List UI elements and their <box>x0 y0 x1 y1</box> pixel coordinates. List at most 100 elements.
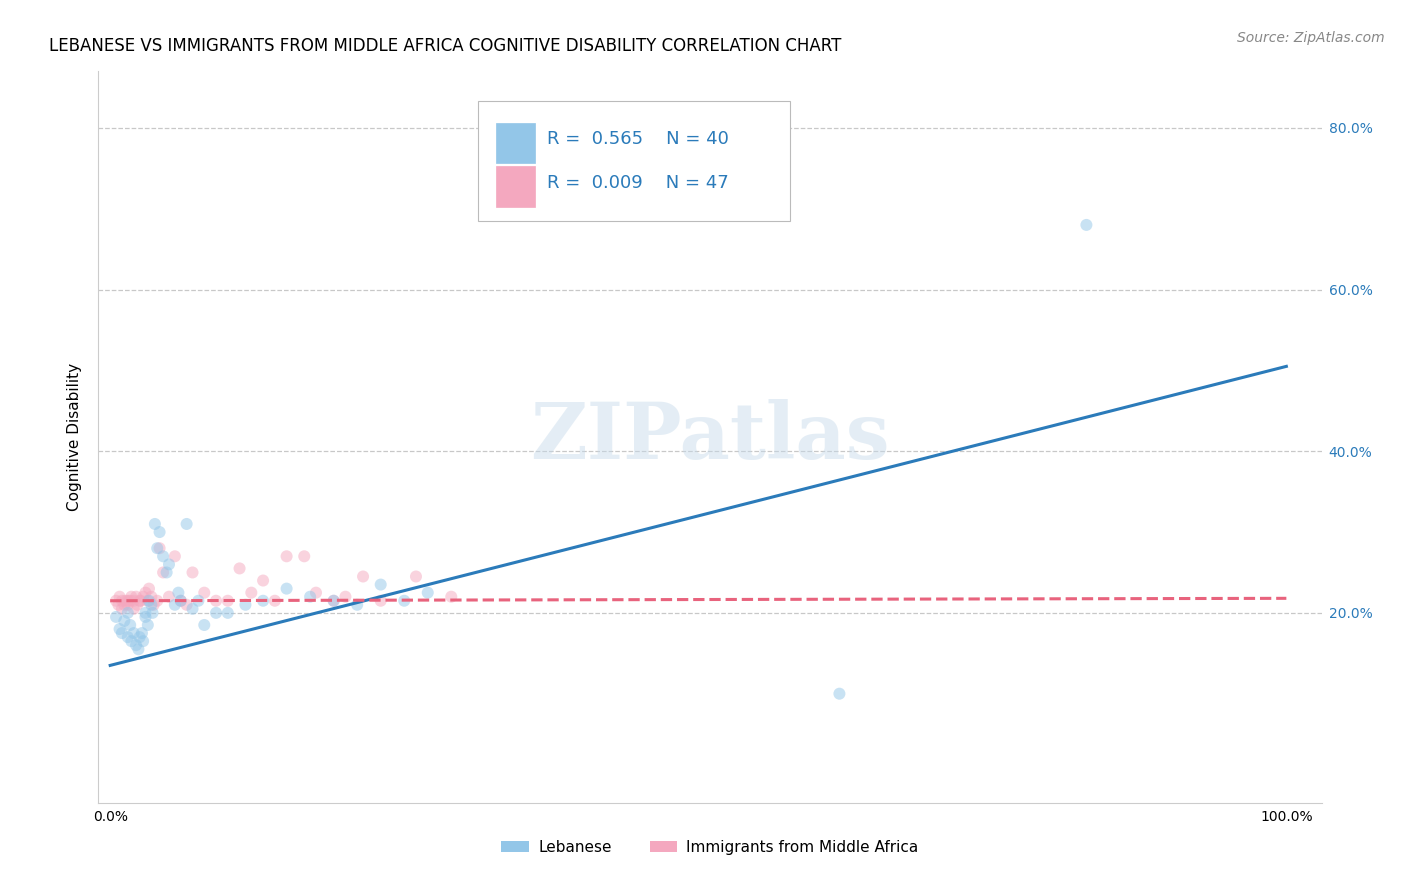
FancyBboxPatch shape <box>496 122 536 163</box>
Point <box>235 598 257 612</box>
Point <box>138 582 160 596</box>
Point <box>128 630 150 644</box>
Point <box>120 634 142 648</box>
Point <box>163 598 186 612</box>
Point <box>828 687 851 701</box>
Point <box>276 582 298 596</box>
Point <box>167 585 190 599</box>
Point <box>176 598 198 612</box>
Point <box>157 590 180 604</box>
Point <box>1076 218 1098 232</box>
Point <box>122 626 145 640</box>
Point <box>170 593 193 607</box>
Point <box>141 590 163 604</box>
Point <box>138 593 160 607</box>
Point <box>217 593 239 607</box>
Point <box>114 593 136 607</box>
Point <box>136 618 159 632</box>
Point <box>205 606 228 620</box>
Point <box>276 549 298 564</box>
Point <box>170 593 193 607</box>
Point <box>149 541 172 556</box>
Point <box>142 598 165 612</box>
Point <box>370 577 392 591</box>
Point <box>134 606 156 620</box>
Point <box>127 598 149 612</box>
Point <box>181 602 204 616</box>
Point <box>112 598 135 612</box>
Point <box>440 590 463 604</box>
Point <box>405 569 427 583</box>
Point <box>392 593 416 607</box>
Point <box>322 593 344 607</box>
Point <box>141 606 163 620</box>
Text: ZIPatlas: ZIPatlas <box>530 399 890 475</box>
Point <box>322 593 344 607</box>
Point <box>149 524 172 539</box>
Point <box>156 566 179 580</box>
Point <box>125 638 148 652</box>
Point <box>108 590 131 604</box>
Point <box>228 561 250 575</box>
Point <box>117 593 139 607</box>
Text: R =  0.009    N = 47: R = 0.009 N = 47 <box>547 174 730 193</box>
Point <box>292 549 315 564</box>
Point <box>152 566 174 580</box>
Text: R =  0.565    N = 40: R = 0.565 N = 40 <box>547 130 730 148</box>
Point <box>163 549 186 564</box>
Point <box>105 610 128 624</box>
Point <box>176 516 198 531</box>
Point <box>112 614 135 628</box>
Point <box>305 585 328 599</box>
Point <box>143 516 166 531</box>
Point <box>187 593 209 607</box>
Point <box>335 590 357 604</box>
Point <box>120 590 142 604</box>
Text: Source: ZipAtlas.com: Source: ZipAtlas.com <box>1237 31 1385 45</box>
Point <box>131 626 153 640</box>
FancyBboxPatch shape <box>478 101 790 221</box>
Point <box>146 593 169 607</box>
Point <box>117 630 139 644</box>
Point <box>370 593 392 607</box>
Point <box>217 606 239 620</box>
Point <box>128 593 150 607</box>
Point <box>152 549 174 564</box>
Point <box>111 602 134 616</box>
Point <box>107 598 129 612</box>
Point <box>240 585 263 599</box>
Point <box>127 642 149 657</box>
Point <box>120 593 142 607</box>
Text: LEBANESE VS IMMIGRANTS FROM MIDDLE AFRICA COGNITIVE DISABILITY CORRELATION CHART: LEBANESE VS IMMIGRANTS FROM MIDDLE AFRIC… <box>49 37 842 54</box>
Point <box>252 574 274 588</box>
Point <box>132 590 155 604</box>
Point <box>134 585 156 599</box>
Legend: Lebanese, Immigrants from Middle Africa: Lebanese, Immigrants from Middle Africa <box>495 834 925 861</box>
Point <box>129 593 152 607</box>
Point <box>181 566 204 580</box>
Point <box>205 593 228 607</box>
Point <box>111 593 134 607</box>
Point <box>193 618 215 632</box>
Point <box>105 593 128 607</box>
Point <box>134 610 156 624</box>
Point <box>346 598 368 612</box>
Point <box>299 590 322 604</box>
Y-axis label: Cognitive Disability: Cognitive Disability <box>67 363 83 511</box>
Point <box>416 585 439 599</box>
Point <box>111 626 134 640</box>
Point <box>263 593 285 607</box>
Point <box>122 602 145 616</box>
Point <box>352 569 374 583</box>
Point <box>122 593 145 607</box>
Point <box>136 593 159 607</box>
Point <box>193 585 215 599</box>
Point <box>141 598 163 612</box>
Point <box>132 634 155 648</box>
Point <box>120 618 142 632</box>
Point <box>125 590 148 604</box>
Point <box>108 622 131 636</box>
Point <box>117 598 139 612</box>
Point <box>157 558 180 572</box>
Point <box>252 593 274 607</box>
